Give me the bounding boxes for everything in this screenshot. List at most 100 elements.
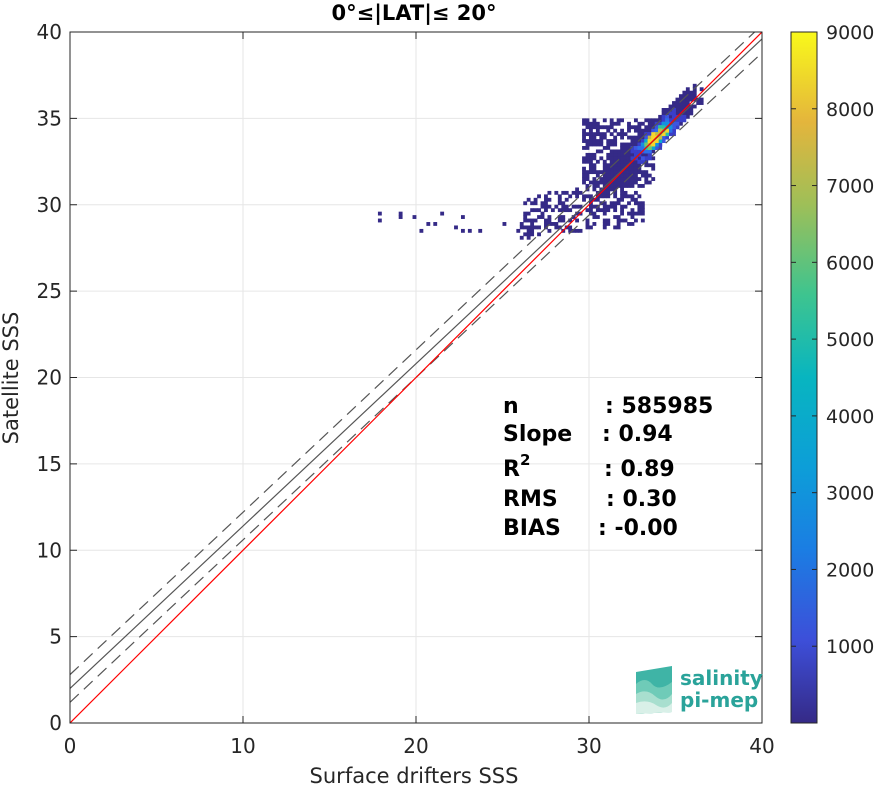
density-cell [606,204,611,209]
density-cell [627,146,631,150]
density-cell [640,201,645,206]
density-cell [533,201,538,206]
density-cell [609,159,614,164]
density-cell [640,204,645,209]
density-cell [589,159,593,164]
density-cell [665,118,669,123]
density-cell [620,135,624,140]
density-cell [637,184,642,188]
identity-line [70,32,762,723]
density-cell [606,173,611,178]
density-cell [609,177,614,181]
density-cell [582,121,586,126]
density-cell [623,204,628,209]
density-cell [606,166,611,171]
density-cell [592,142,597,147]
density-cell [630,152,635,157]
density-cell [550,222,555,226]
density-cell [530,208,535,213]
density-cell [665,114,669,119]
density-cell [633,197,638,202]
density-cell [585,132,590,137]
density-cell [609,152,614,157]
density-cell [692,104,697,109]
density-cell [602,177,607,181]
density-cell [644,142,649,147]
density-cell [613,121,618,126]
density-cell [627,159,631,164]
density-cell [672,111,676,116]
density-cell [675,111,680,116]
density-cell [602,218,607,223]
density-cell [630,211,635,216]
density-cell [613,208,618,213]
density-cell [571,228,576,233]
density-cell [599,180,604,185]
density-cell [661,114,666,119]
stat-superscript: 2 [520,451,530,469]
density-cell [637,170,642,175]
density-cell [689,111,694,116]
density-cell [582,159,586,164]
density-cell [640,211,645,216]
density-cell [668,111,673,116]
density-cell [454,225,458,230]
density-cell [478,228,483,233]
density-cell [502,222,507,226]
density-cell [682,90,687,95]
density-cell [398,211,403,216]
density-cell [633,211,638,216]
density-cell [467,228,472,233]
density-cell [689,94,694,99]
density-cell [630,163,635,168]
density-cell [633,177,638,181]
density-cell [616,180,621,185]
density-cell [575,211,580,216]
density-cell [582,194,586,199]
density-cell [616,201,621,206]
density-cell [661,135,666,140]
density-cell [613,194,618,199]
density-cell [585,152,590,157]
density-cell [630,184,635,188]
density-cell [616,152,621,157]
density-cell [651,132,656,137]
density-cell [602,180,607,185]
density-cell [592,163,597,168]
density-cell [651,142,656,147]
density-cell [613,163,618,168]
density-cell [633,142,638,147]
density-cell [585,173,590,178]
density-cell [616,121,621,126]
density-cell [672,132,676,137]
density-cell [537,225,541,230]
colorbar [790,31,818,724]
density-cell [627,121,631,126]
density-cell [675,121,680,126]
density-cell [678,94,683,99]
density-cell [661,132,666,137]
density-cell [537,215,541,219]
density-cell [633,173,638,178]
density-cell [633,218,638,223]
density-cell [633,139,638,143]
density-cell [616,170,621,175]
x-tick-label: 10 [230,734,255,758]
density-cell [682,94,687,99]
density-cell [561,208,566,213]
density-cell [623,173,628,178]
density-cell [544,197,548,202]
density-cell [630,125,635,130]
density-cell [606,194,611,199]
density-cell [530,228,535,233]
density-cell [682,101,687,105]
density-cell [623,146,628,150]
density-cell [623,156,628,161]
density-cell [637,163,642,168]
density-cell [523,201,528,206]
density-cell [647,156,652,161]
density-cell [651,135,656,140]
density-cell [665,108,669,112]
density-cell [585,184,590,188]
density-cell [377,211,382,216]
